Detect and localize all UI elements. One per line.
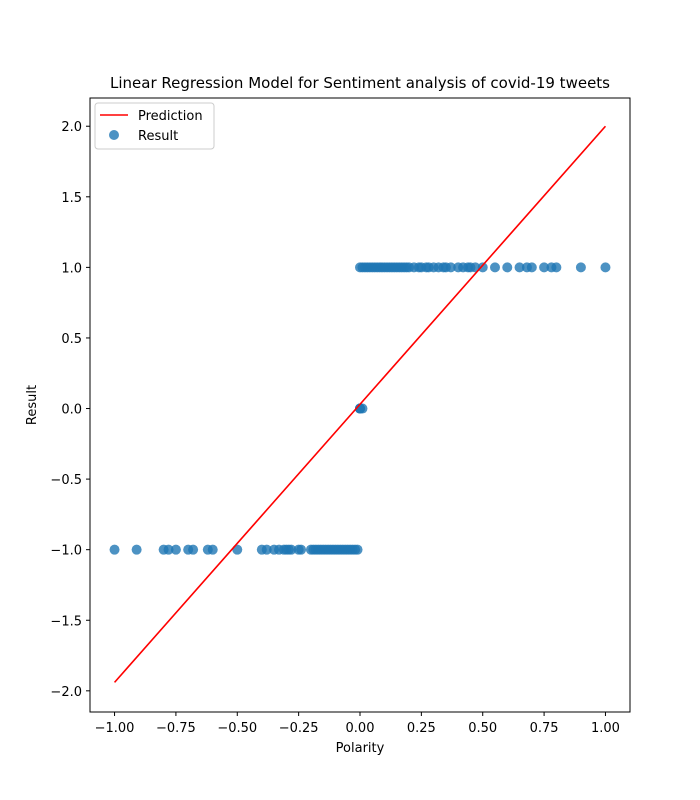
x-tick-label: 0.75 xyxy=(530,721,559,736)
legend-result-label: Result xyxy=(138,129,178,144)
scatter-point xyxy=(490,262,500,273)
scatter-point xyxy=(163,544,174,555)
x-axis-label: Polarity xyxy=(336,741,385,756)
y-tick-label: −1.5 xyxy=(50,614,82,629)
scatter-point xyxy=(445,262,456,273)
x-tick-label: 0.50 xyxy=(468,721,497,736)
scatter-point xyxy=(207,544,218,555)
scatter-point xyxy=(551,262,562,273)
scatter-point xyxy=(477,262,488,273)
scatter-point xyxy=(131,544,142,555)
y-tick-label: 1.0 xyxy=(61,261,82,276)
x-tick-label: 0.00 xyxy=(346,721,375,736)
y-tick-label: 1.5 xyxy=(61,191,82,206)
scatter-point xyxy=(261,544,272,555)
y-tick-label: −2.0 xyxy=(50,685,82,700)
scatter-point xyxy=(514,262,525,273)
scatter-point xyxy=(539,262,550,273)
y-tick-label: 0.5 xyxy=(61,332,82,347)
y-tick-label: −0.5 xyxy=(50,473,82,488)
x-tick-label: 1.00 xyxy=(591,721,620,736)
legend-prediction-label: Prediction xyxy=(138,109,203,124)
scatter-point xyxy=(109,544,120,555)
scatter-point xyxy=(296,544,307,555)
x-tick-label: 0.25 xyxy=(407,721,436,736)
scatter-point xyxy=(170,544,181,555)
scatter-point xyxy=(357,403,368,414)
scatter-point xyxy=(600,262,611,273)
plot-area xyxy=(109,125,611,683)
scatter-point xyxy=(188,544,199,555)
x-tick-label: −0.75 xyxy=(156,721,196,736)
x-axis: −1.00 −0.75 −0.50 −0.25 0.00 0.25 0.50 0.75 1.00 xyxy=(95,712,620,736)
legend-result-swatch xyxy=(109,130,119,140)
x-tick-label: −0.50 xyxy=(217,721,257,736)
scatter-point xyxy=(526,262,537,273)
chart-title: Linear Regression Model for Sentiment an… xyxy=(110,74,610,92)
y-tick-label: 0.0 xyxy=(61,403,82,418)
scatter-point xyxy=(502,262,513,273)
y-tick-label: −1.0 xyxy=(50,544,82,559)
y-tick-label: 2.0 xyxy=(61,120,82,135)
legend: Prediction Result xyxy=(94,102,215,150)
scatter-point xyxy=(575,262,586,273)
prediction-line xyxy=(113,125,607,683)
scatter-point xyxy=(352,544,363,555)
y-axis: −2.0 −1.5 −1.0 −0.5 0.0 0.5 1.0 1.5 2.0 xyxy=(50,120,90,700)
scatter-point xyxy=(286,544,297,555)
x-tick-label: −0.25 xyxy=(279,721,319,736)
x-tick-label: −1.00 xyxy=(95,721,135,736)
y-axis-label: Result xyxy=(25,385,40,425)
